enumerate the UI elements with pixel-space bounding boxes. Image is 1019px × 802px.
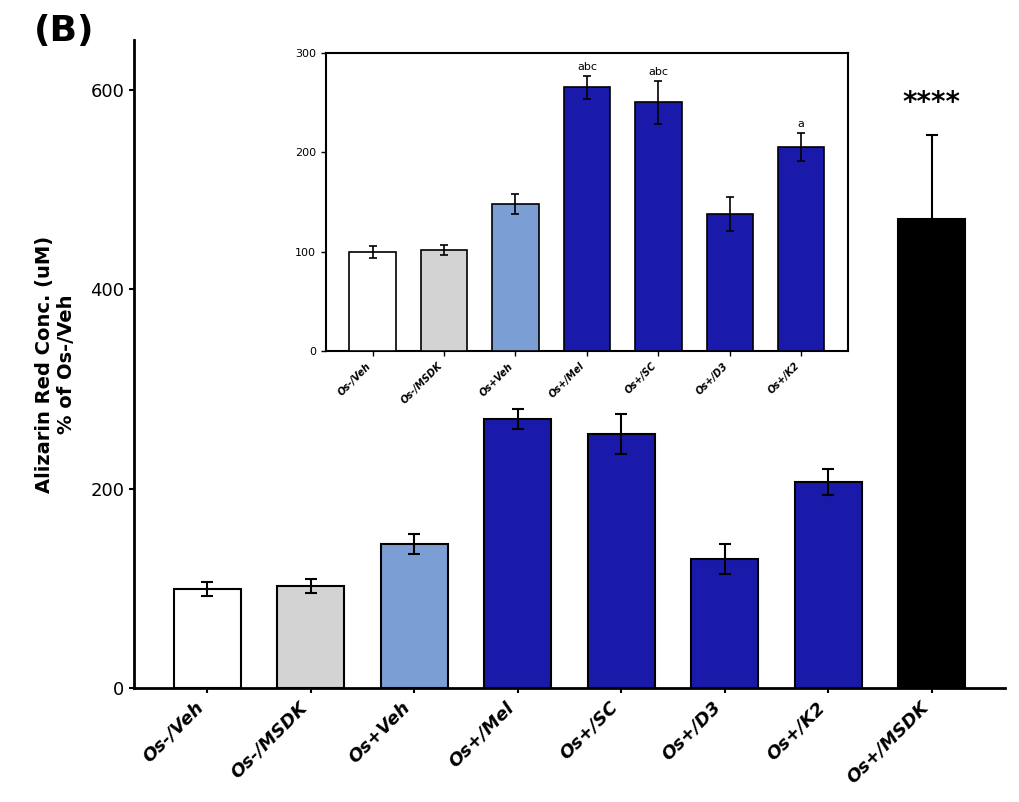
Bar <box>898 220 964 688</box>
Bar <box>277 585 344 688</box>
Bar <box>484 419 551 688</box>
Text: ****: **** <box>902 88 960 116</box>
Y-axis label: Alizarin Red Conc. (uM)
% of Os-/Veh: Alizarin Red Conc. (uM) % of Os-/Veh <box>36 236 76 492</box>
Bar <box>691 559 758 688</box>
Text: (B): (B) <box>34 14 94 48</box>
Bar <box>173 589 240 688</box>
Bar <box>587 434 654 688</box>
Bar <box>794 482 861 688</box>
Bar <box>380 544 447 688</box>
